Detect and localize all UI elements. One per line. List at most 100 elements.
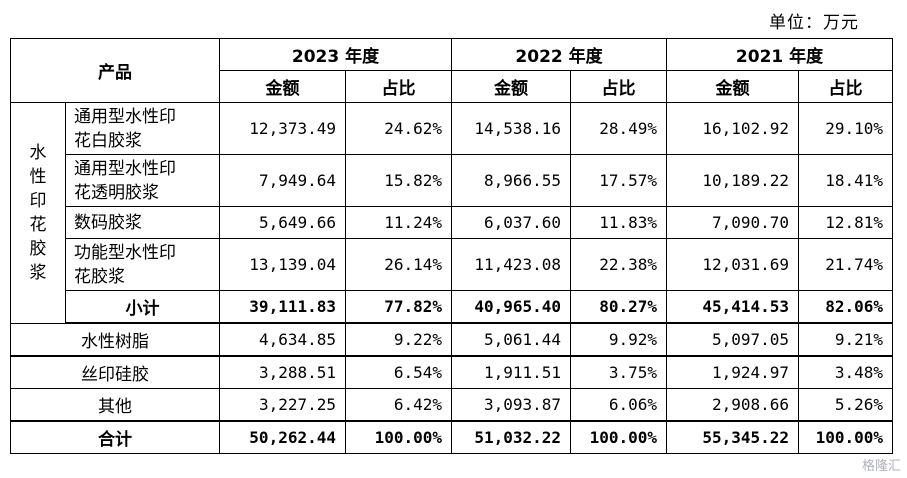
ratio-cell: 28.49% [570, 102, 668, 155]
ratio-cell: 100.00% [570, 420, 668, 454]
header-amount: 金额 [666, 70, 800, 103]
header-year-2023: 2023 年度 [218, 38, 453, 71]
amount-cell: 8,966.55 [451, 154, 572, 207]
ratio-cell: 100.00% [798, 420, 894, 454]
amount-cell: 12,031.69 [666, 238, 800, 291]
product-name: 数码胶浆 [65, 206, 220, 239]
header-amount: 金额 [451, 70, 572, 103]
product-name: 其他 [10, 388, 220, 422]
amount-cell: 16,102.92 [666, 102, 800, 155]
product-name: 水性树脂 [10, 322, 220, 357]
table-body: 水性印花胶浆通用型水性印 花白胶浆 12,373.49 24.62% 14,538.16… [10, 102, 894, 454]
group-label: 水性印花胶浆 [10, 102, 66, 324]
amount-cell: 40,965.40 [451, 290, 572, 324]
amount-cell: 14,538.16 [451, 102, 572, 155]
product-name: 丝印硅胶 [10, 355, 220, 389]
table-row: 水性印花胶浆通用型水性印 花白胶浆 12,373.49 24.62% 14,538.16… [10, 102, 894, 324]
ratio-cell: 3.48% [798, 355, 894, 389]
amount-cell: 12,373.49 [219, 102, 346, 155]
header-ratio: 占比 [344, 70, 453, 103]
ratio-cell: 9.92% [570, 322, 668, 357]
amount-cell: 3,288.51 [219, 355, 346, 389]
header-amount: 金额 [219, 70, 346, 103]
amount-cell: 51,032.22 [451, 420, 572, 454]
header-ratio: 占比 [798, 70, 894, 103]
amount-cell: 2,908.66 [666, 388, 800, 422]
table-row: 其他 3,227.25 6.42% 3,093.87 6.06% 2,908.66 5.26… [10, 388, 894, 422]
ratio-cell: 77.82% [344, 290, 453, 324]
header-year-2021: 2021 年度 [666, 38, 894, 71]
table-row: 通用型水性印 花透明胶浆 7,949.64 15.82% 8,966.55 17.57% 1… [11, 154, 894, 207]
ratio-cell: 9.22% [344, 322, 453, 357]
product-name-line: 通用型水性印 [74, 158, 176, 179]
table-row: 丝印硅胶 3,288.51 6.54% 1,911.51 3.75% 1,924.97 3.… [10, 355, 894, 389]
ratio-cell: 100.00% [344, 420, 453, 454]
subtotal-label: 小计 [65, 290, 220, 324]
amount-cell: 6,037.60 [451, 206, 572, 239]
amount-cell: 1,911.51 [451, 355, 572, 389]
amount-cell: 10,189.22 [666, 154, 800, 207]
ratio-cell: 3.75% [570, 355, 668, 389]
product-name-line: 花透明胶浆 [74, 182, 159, 203]
amount-cell: 3,093.87 [451, 388, 572, 422]
product-name: 功能型水性印 花胶浆 [65, 238, 220, 291]
ratio-cell: 17.57% [570, 154, 668, 207]
ratio-cell: 18.41% [798, 154, 894, 207]
total-label: 合计 [10, 420, 220, 454]
group-label-char: 印 [29, 190, 47, 211]
header-product: 产品 [10, 38, 220, 103]
ratio-cell: 80.27% [570, 290, 668, 324]
amount-cell: 4,634.85 [219, 322, 346, 357]
product-name-line: 功能型水性印 [74, 242, 176, 263]
header-year-2022: 2022 年度 [451, 38, 668, 71]
table-row: 功能型水性印 花胶浆 13,139.04 26.14% 11,423.08 22.38% 1… [11, 238, 894, 291]
amount-cell: 39,111.83 [219, 290, 346, 324]
subtotal-row: 小计 39,111.83 77.82% 40,965.40 80.27% 45,414.5… [11, 290, 894, 324]
ratio-cell: 6.42% [344, 388, 453, 422]
ratio-cell: 12.81% [798, 206, 894, 239]
amount-cell: 5,061.44 [451, 322, 572, 357]
ratio-cell: 15.82% [344, 154, 453, 207]
header-ratio: 占比 [570, 70, 668, 103]
ratio-cell: 6.54% [344, 355, 453, 389]
revenue-table: 产品 2023 年度 2022 年度 2021 年度 金额 占比 金额 占比 金… [10, 38, 894, 454]
ratio-cell: 9.21% [798, 322, 894, 357]
ratio-cell: 6.06% [570, 388, 668, 422]
product-name-line: 花胶浆 [74, 266, 125, 287]
amount-cell: 3,227.25 [219, 388, 346, 422]
group-label-char: 花 [29, 214, 47, 235]
ratio-cell: 22.38% [570, 238, 668, 291]
product-name: 通用型水性印 花白胶浆 [65, 102, 220, 155]
amount-cell: 45,414.53 [666, 290, 800, 324]
ratio-cell: 5.26% [798, 388, 894, 422]
ratio-cell: 29.10% [798, 102, 894, 155]
group-label-char: 浆 [29, 262, 47, 283]
amount-cell: 13,139.04 [219, 238, 346, 291]
product-name: 通用型水性印 花透明胶浆 [65, 154, 220, 207]
ratio-cell: 21.74% [798, 238, 894, 291]
amount-cell: 7,090.70 [666, 206, 800, 239]
ratio-cell: 26.14% [344, 238, 453, 291]
ratio-cell: 24.62% [344, 102, 453, 155]
ratio-cell: 11.83% [570, 206, 668, 239]
amount-cell: 11,423.08 [451, 238, 572, 291]
group-label-char: 胶 [29, 238, 47, 259]
group-label-char: 水 [29, 142, 47, 163]
product-name-line: 通用型水性印 [74, 106, 176, 127]
amount-cell: 5,649.66 [219, 206, 346, 239]
table-row: 水性树脂 4,634.85 9.22% 5,061.44 9.92% 5,097.05 9.… [10, 322, 894, 357]
ratio-cell: 11.24% [344, 206, 453, 239]
table-row: 数码胶浆 5,649.66 11.24% 6,037.60 11.83% 7,090.70… [11, 206, 894, 239]
unit-note: 单位：万元 [769, 13, 859, 33]
total-row: 合计 50,262.44 100.00% 51,032.22 100.00% 55,345… [10, 420, 894, 454]
group-label-char: 性 [29, 166, 47, 187]
product-name-line: 数码胶浆 [74, 212, 142, 233]
ratio-cell: 82.06% [798, 290, 894, 324]
amount-cell: 55,345.22 [666, 420, 800, 454]
watermark: 格隆汇 [861, 459, 901, 474]
amount-cell: 50,262.44 [219, 420, 346, 454]
product-name-line: 花白胶浆 [74, 130, 142, 151]
amount-cell: 1,924.97 [666, 355, 800, 389]
amount-cell: 7,949.64 [219, 154, 346, 207]
amount-cell: 5,097.05 [666, 322, 800, 357]
